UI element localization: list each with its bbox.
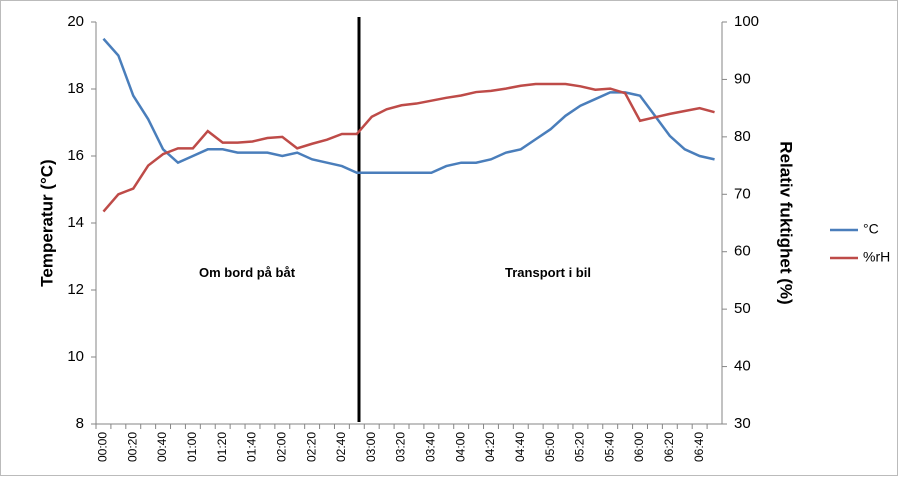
x-tick-label: 04:20 xyxy=(483,432,497,462)
series-line xyxy=(102,37,715,174)
y2-tick-label: 70 xyxy=(734,185,751,202)
y2-tick-label: 100 xyxy=(734,13,759,30)
y-tick-label: 10 xyxy=(67,348,84,365)
x-tick-label: 03:00 xyxy=(364,432,378,462)
x-tick-label: 00:00 xyxy=(96,432,110,462)
annotation: Om bord på båt xyxy=(199,265,296,280)
y-tick-label: 8 xyxy=(76,415,84,432)
x-tick-label: 03:40 xyxy=(424,432,438,462)
x-tick-label: 01:00 xyxy=(185,432,199,462)
y-tick-label: 14 xyxy=(67,214,84,231)
y-tick-label: 16 xyxy=(67,147,84,164)
y-axis-title: Temperatur (°C) xyxy=(37,159,56,286)
y-tick-label: 20 xyxy=(67,13,84,30)
y-tick-label: 18 xyxy=(67,80,84,97)
legend-label: °C xyxy=(863,221,879,237)
y-tick-label: 12 xyxy=(67,281,84,298)
annotation: Transport i bil xyxy=(505,265,591,280)
x-tick-label: 02:20 xyxy=(304,432,318,462)
x-tick-label: 05:20 xyxy=(573,432,587,462)
series-line xyxy=(102,82,715,213)
x-tick-label: 00:20 xyxy=(125,432,139,462)
x-tick-label: 02:40 xyxy=(334,432,348,462)
x-tick-label: 04:00 xyxy=(453,432,467,462)
x-tick-label: 06:00 xyxy=(632,432,646,462)
x-tick-label: 05:00 xyxy=(543,432,557,462)
legend-label: %rH xyxy=(863,249,890,265)
x-tick-label: 01:20 xyxy=(215,432,229,462)
y2-tick-label: 30 xyxy=(734,415,751,432)
y2-tick-label: 40 xyxy=(734,358,751,375)
y2-tick-label: 50 xyxy=(734,300,751,317)
y2-tick-label: 90 xyxy=(734,70,751,87)
x-tick-label: 05:40 xyxy=(602,432,616,462)
x-tick-label: 03:20 xyxy=(394,432,408,462)
y2-axis-title: Relativ fuktighet (%) xyxy=(777,141,796,304)
x-tick-label: 02:00 xyxy=(274,432,288,462)
y2-tick-label: 80 xyxy=(734,128,751,145)
x-tick-label: 06:20 xyxy=(662,432,676,462)
x-tick-label: 06:40 xyxy=(692,432,706,462)
x-tick-label: 01:40 xyxy=(245,432,259,462)
y2-tick-label: 60 xyxy=(734,243,751,260)
x-tick-label: 04:40 xyxy=(513,432,527,462)
x-tick-label: 00:40 xyxy=(155,432,169,462)
